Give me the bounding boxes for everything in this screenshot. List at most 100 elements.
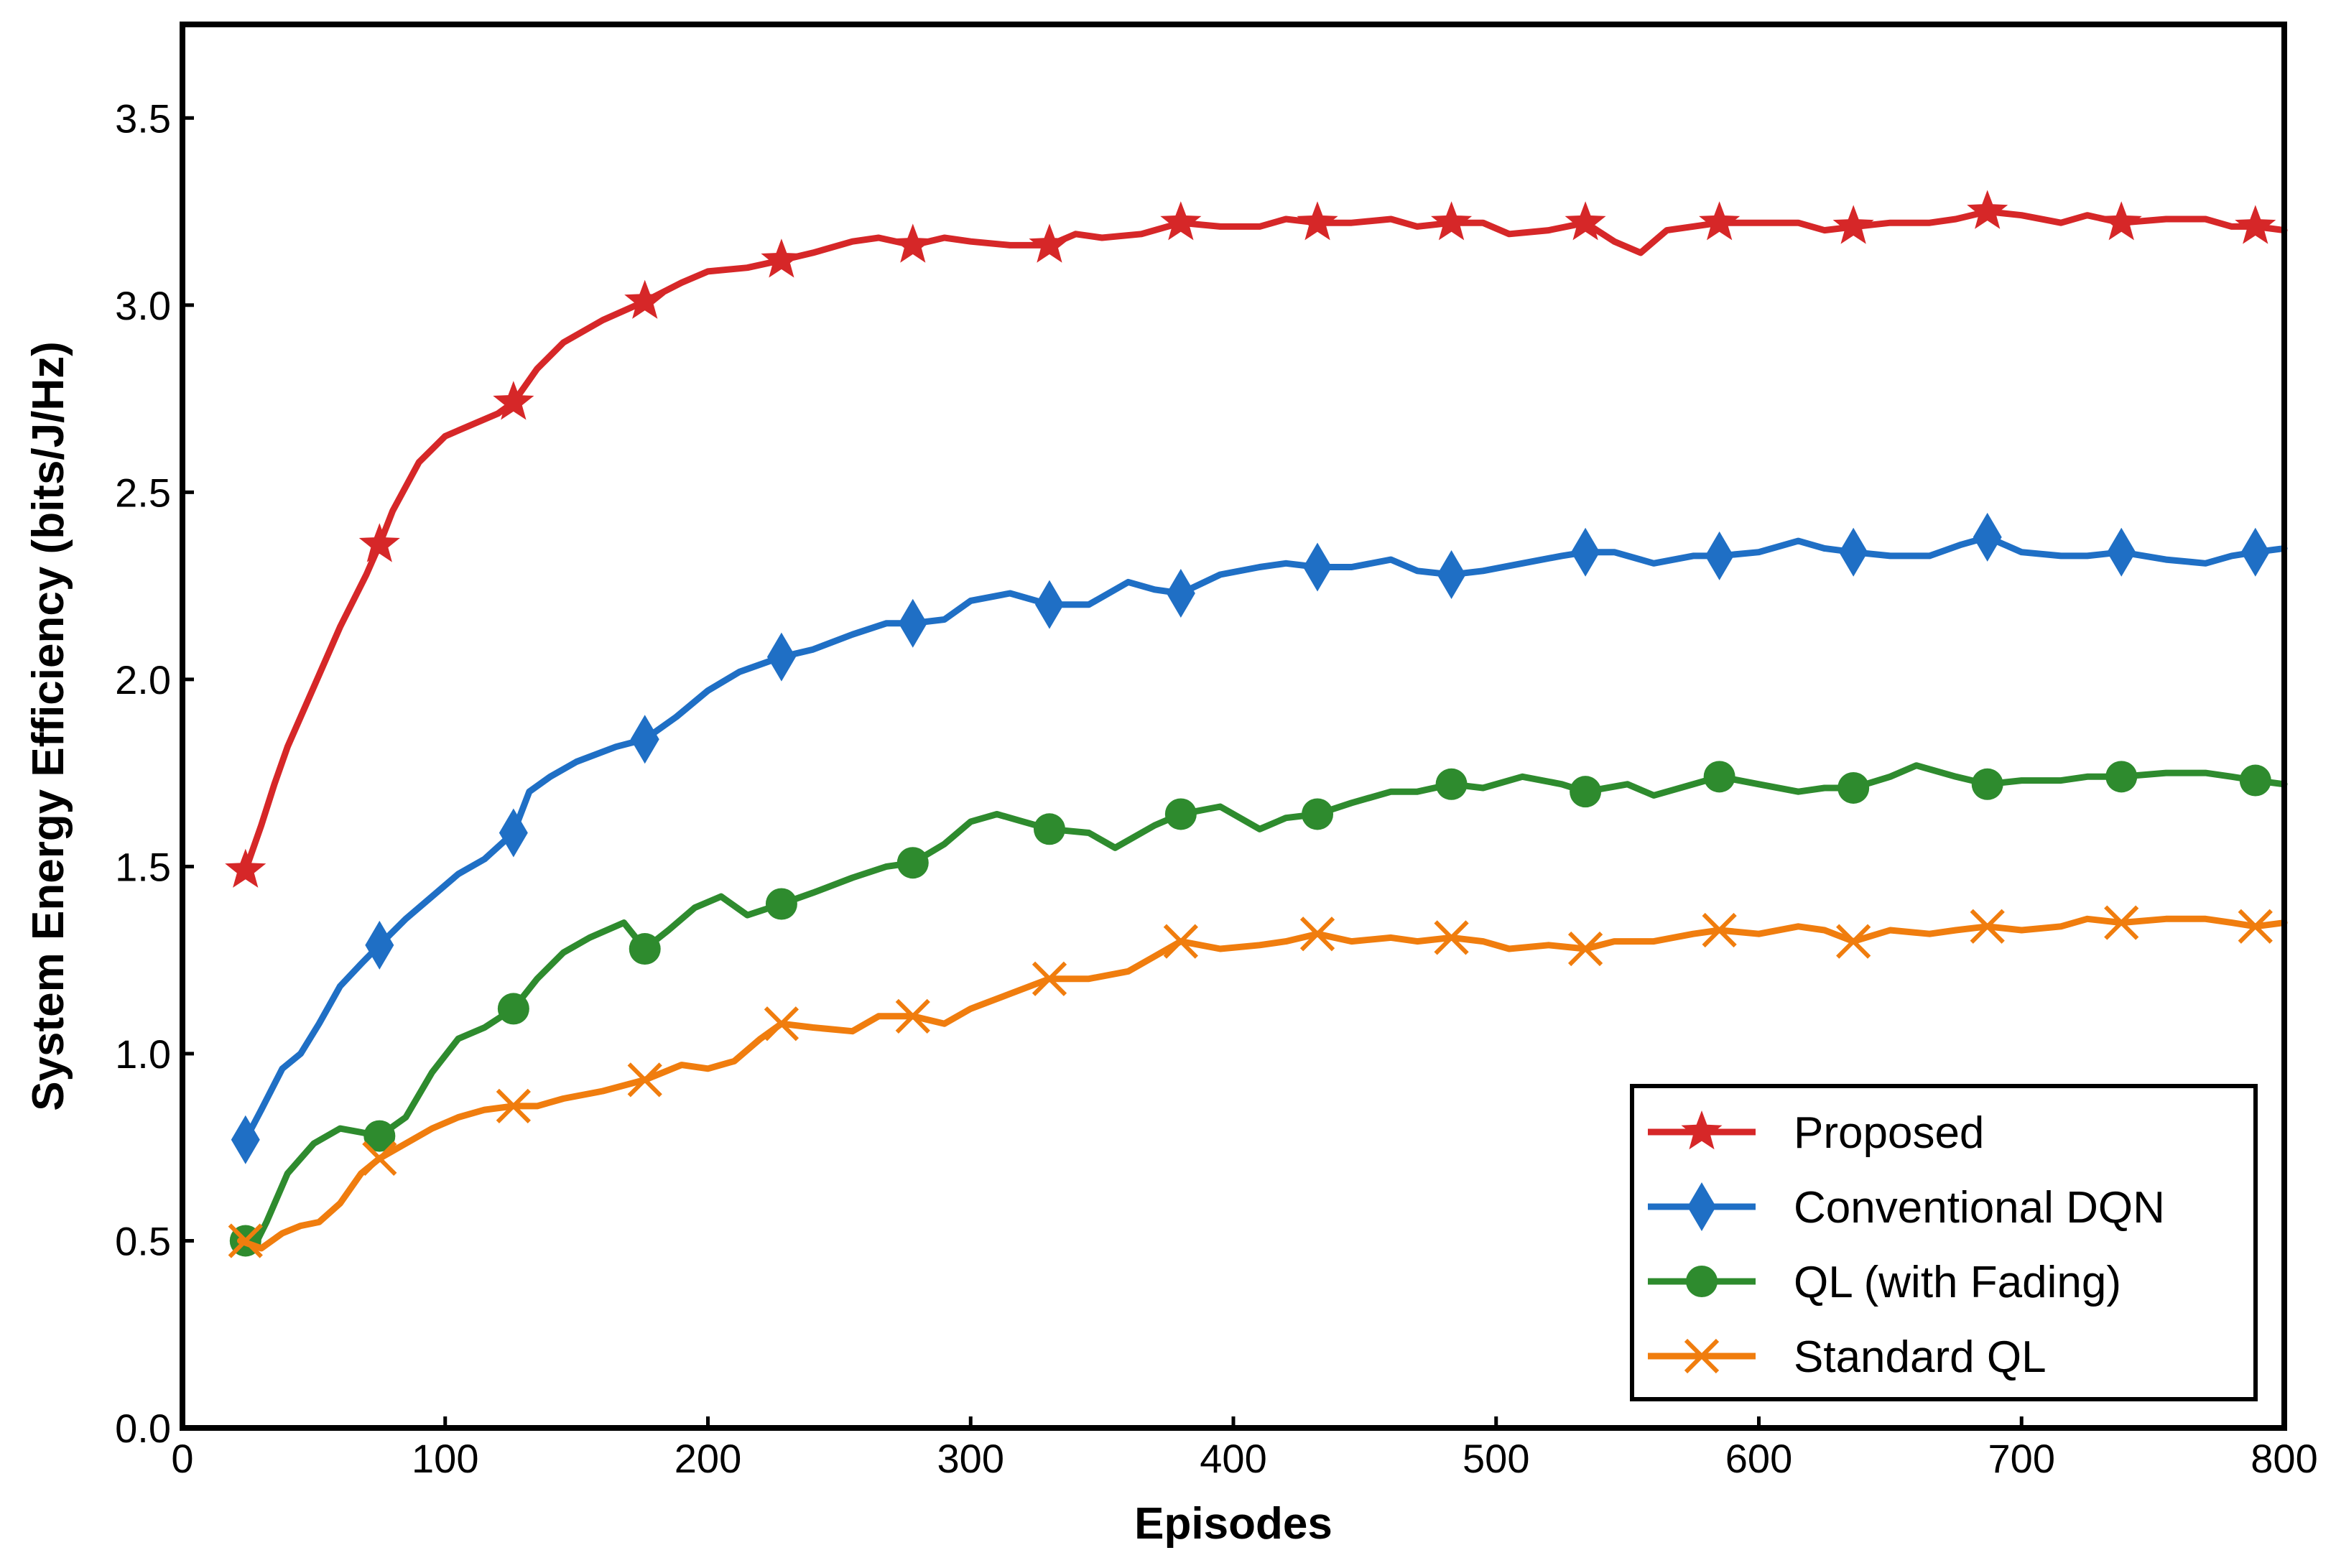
data-point-standard-ql [228,1223,263,1258]
data-point-conventional-dqn [231,1115,260,1164]
data-point-standard-ql [1836,924,1871,959]
legend-item-ql-with-fading: QL (with Fading) [1648,1258,2121,1307]
data-point-ql-with-fading [1435,768,1468,800]
legend-marker [1681,1110,1723,1150]
data-point-proposed [1967,190,2008,229]
data-point-proposed [761,238,802,278]
x-axis-label: Episodes [1134,1499,1332,1549]
x-tick-label: 100 [412,1436,478,1481]
legend-item-proposed: Proposed [1648,1108,1984,1158]
legend-box [1630,1084,2258,1401]
y-tick-label: 3.0 [115,283,171,328]
legend-label: Proposed [1794,1108,1984,1158]
data-point-conventional-dqn [1437,549,1466,599]
data-point-conventional-dqn [1303,542,1332,592]
data-point-proposed [358,523,400,562]
data-point-standard-ql [2238,909,2273,944]
data-point-conventional-dqn [1705,531,1734,580]
x-tick-label: 400 [1200,1436,1266,1481]
x-tick-label: 200 [675,1436,741,1481]
data-point-standard-ql [1032,961,1067,996]
legend-marker [1684,1338,1720,1374]
data-point-ql-with-fading [363,1120,396,1152]
y-tick-label: 0.5 [115,1218,171,1263]
data-point-ql-with-fading [1703,761,1735,793]
data-point-proposed [2235,205,2276,244]
data-point-conventional-dqn [766,632,796,682]
data-point-conventional-dqn [1166,569,1195,618]
data-point-proposed [1832,205,1874,244]
legend-label: Conventional DQN [1794,1183,2165,1233]
data-point-conventional-dqn [365,920,394,970]
data-point-ql-with-fading [2239,764,2271,797]
x-tick-label: 300 [937,1436,1004,1481]
data-point-standard-ql [1567,931,1603,967]
x-tick-label: 500 [1463,1436,1529,1481]
data-point-proposed [892,223,934,263]
data-point-proposed [1565,201,1606,241]
data-point-standard-ql [362,1141,397,1176]
y-tick-label: 3.5 [115,96,171,141]
data-point-ql-with-fading [896,847,929,879]
data-point-conventional-dqn [1034,580,1064,629]
series-conventional-dqn [231,512,2288,1164]
data-point-standard-ql [627,1062,662,1098]
x-tick-label: 800 [2251,1436,2317,1481]
series-line-ql-with-fading [237,762,2288,1252]
data-point-conventional-dqn [1571,527,1600,577]
data-point-standard-ql [2104,905,2139,940]
data-point-ql-with-fading [1971,768,2003,800]
data-point-standard-ql [1163,924,1198,959]
data-point-proposed [225,848,266,888]
legend-marker [1686,1266,1718,1297]
data-point-ql-with-fading [1164,798,1197,830]
legend-label: Standard QL [1794,1332,2047,1382]
data-point-conventional-dqn [2107,527,2136,577]
data-point-standard-ql [1702,912,1737,948]
x-tick-label: 700 [1988,1436,2055,1481]
data-point-standard-ql [1970,909,2005,944]
data-point-proposed [1160,201,1202,241]
legend-item-standard-ql: Standard QL [1648,1332,2047,1382]
data-point-conventional-dqn [630,715,659,764]
data-point-proposed [1029,223,1070,263]
data-point-ql-with-fading [497,993,529,1025]
data-point-standard-ql [895,998,930,1034]
data-point-proposed [2100,201,2142,241]
data-point-ql-with-fading [629,933,661,965]
data-point-ql-with-fading [1033,813,1065,845]
y-tick-label: 1.5 [115,844,171,889]
legend-marker [1687,1182,1716,1231]
data-point-conventional-dqn [898,598,927,648]
data-point-conventional-dqn [499,808,528,858]
data-point-ql-with-fading [765,888,797,920]
data-point-proposed [1297,201,1338,241]
tick-group: 0 100 200 300 400 500 600 700 800 0.0 0.5 1.0 1.5 2.0… [115,96,2318,1481]
data-point-proposed [1699,201,1741,241]
series-standard-ql [228,905,2288,1258]
legend-label: QL (with Fading) [1794,1258,2121,1307]
data-point-proposed [624,279,666,319]
data-point-ql-with-fading [1570,776,1602,808]
data-point-conventional-dqn [1839,527,1868,577]
data-point-ql-with-fading [1837,771,1870,804]
data-point-ql-with-fading [2105,761,2138,793]
data-point-standard-ql [764,1006,799,1042]
data-point-standard-ql [1299,917,1335,952]
series-proposed [225,190,2288,888]
data-point-proposed [1431,201,1473,241]
y-tick-label: 0.0 [115,1406,171,1451]
x-tick-label: 600 [1725,1436,1792,1481]
x-tick-label: 0 [171,1436,193,1481]
y-tick-label: 2.0 [115,657,171,702]
data-point-ql-with-fading [1302,798,1334,830]
legend-item-conventional-dqn: Conventional DQN [1648,1182,2165,1233]
y-axis-label: System Energy Efficiency (bits/J/Hz) [24,341,73,1111]
data-point-conventional-dqn [2240,527,2270,577]
data-point-standard-ql [496,1088,531,1124]
y-tick-label: 2.5 [115,470,171,515]
data-point-conventional-dqn [1973,512,2002,562]
data-point-proposed [493,381,534,420]
